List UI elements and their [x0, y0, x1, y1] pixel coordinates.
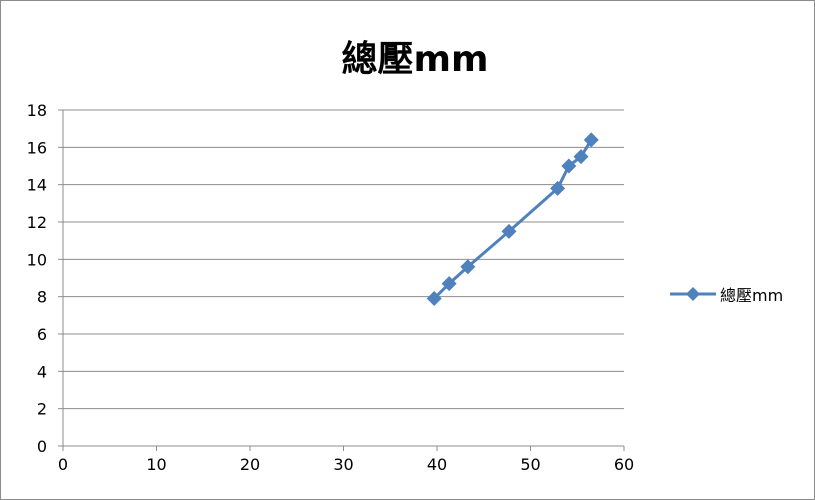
data-point-6 [573, 149, 589, 165]
data-point-5 [561, 158, 577, 174]
data-point-3 [501, 223, 517, 239]
axes [58, 109, 625, 451]
y-tick-label-6: 6 [37, 325, 47, 344]
y-tick-label-14: 14 [27, 176, 47, 195]
legend-marker [686, 287, 700, 301]
y-tick-label-16: 16 [27, 138, 47, 157]
data-point-2 [460, 259, 476, 275]
y-tick-label-0: 0 [37, 437, 47, 456]
data-point-0 [426, 291, 442, 307]
data-points [426, 132, 599, 307]
x-tick-label-0: 0 [58, 455, 68, 474]
y-tick-label-4: 4 [37, 362, 47, 381]
y-tick-label-18: 18 [27, 101, 47, 120]
x-tick-label-50: 50 [520, 455, 540, 474]
legend-swatch [670, 287, 716, 301]
gridlines [63, 109, 624, 410]
chart-title: 總壓mm [341, 39, 489, 80]
x-tick-label-20: 20 [240, 455, 260, 474]
y-tick-label-8: 8 [37, 288, 47, 307]
legend: 總壓mm [668, 282, 783, 306]
data-point-4 [550, 180, 566, 196]
data-point-1 [441, 276, 457, 292]
y-tick-label-10: 10 [27, 250, 47, 269]
x-tick-label-40: 40 [427, 455, 447, 474]
tick-labels: 0 2 4 6 8 10 12 14 16 18 0 10 20 30 40 50 60 [27, 101, 635, 474]
x-tick-label-10: 10 [146, 455, 166, 474]
x-tick-label-60: 60 [614, 455, 634, 474]
legend-label: 總壓mm [720, 286, 784, 305]
y-tick-label-2: 2 [37, 400, 47, 419]
y-tick-label-12: 12 [27, 213, 47, 232]
x-tick-label-30: 30 [333, 455, 353, 474]
data-point-7 [583, 132, 599, 148]
